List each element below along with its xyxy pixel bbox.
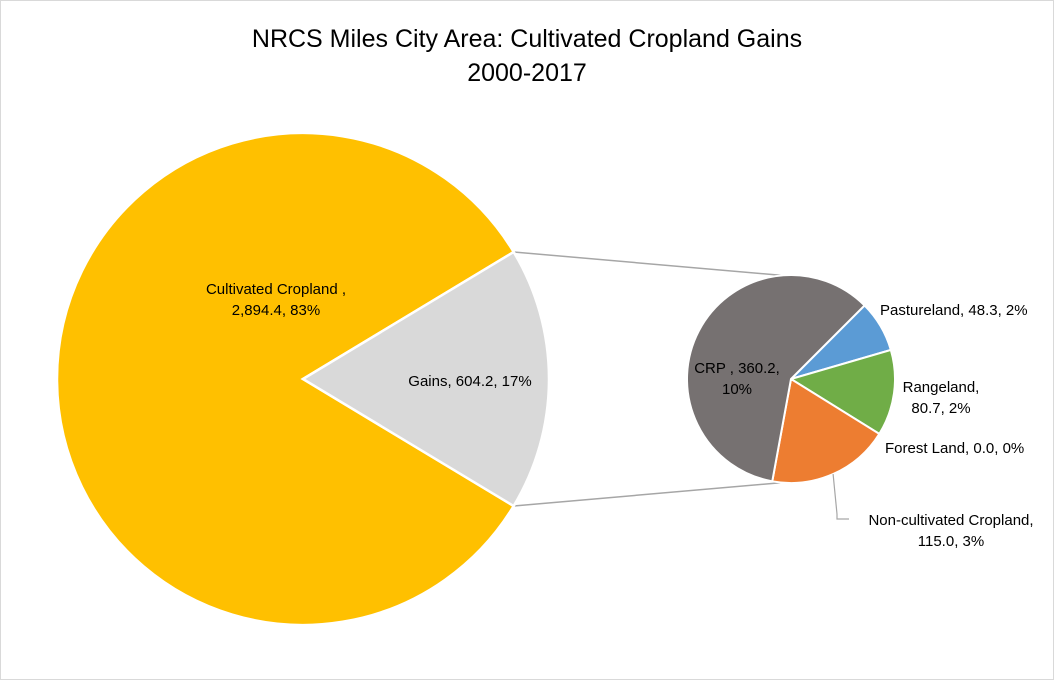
data-label-rangeland: Rangeland, 80.7, 2% xyxy=(903,379,980,417)
data-labels: Cultivated Cropland , 2,894.4, 83% Gains, … xyxy=(206,281,1034,550)
data-label-non-cultivated-cropland: Non-cultivated Cropland, 115.0, 3% xyxy=(868,512,1033,550)
data-label-line: 80.7, 2% xyxy=(911,400,970,417)
primary-pie xyxy=(55,131,551,627)
chart-title-line-1: NRCS Miles City Area: Cultivated Croplan… xyxy=(252,25,802,53)
leader-lines xyxy=(832,474,849,520)
data-label-line: Cultivated Cropland , xyxy=(206,281,346,298)
data-label-line: 10% xyxy=(722,381,752,398)
leader-line-non-cultivated-cropland xyxy=(832,474,849,520)
pie-connector-lines xyxy=(513,251,783,507)
connector-line-top xyxy=(513,251,783,277)
data-label-line: Rangeland, xyxy=(903,379,980,396)
chart-title-line-2: 2000-2017 xyxy=(467,59,587,87)
pie-slice-gains xyxy=(300,250,551,508)
data-label-cultivated-cropland: Cultivated Cropland , 2,894.4, 83% xyxy=(206,281,346,319)
pie-slice-rangeland xyxy=(788,348,896,436)
data-label-line: 2,894.4, 83% xyxy=(232,302,320,319)
data-label-gains: Gains, 604.2, 17% xyxy=(408,373,531,390)
pie-slice-cultivated-cropland xyxy=(55,131,516,627)
data-label-line: Forest Land, 0.0, 0% xyxy=(885,440,1024,457)
data-label-line: Non-cultivated Cropland, xyxy=(868,512,1033,529)
data-label-line: CRP , 360.2, xyxy=(694,360,780,377)
chart-title: NRCS Miles City Area: Cultivated Croplan… xyxy=(252,25,802,87)
data-label-pastureland: Pastureland, 48.3, 2% xyxy=(880,302,1028,319)
pie-slice-non-cultivated-cropland xyxy=(771,377,881,484)
data-label-line: Gains, 604.2, 17% xyxy=(408,373,531,390)
data-label-line: 115.0, 3% xyxy=(918,533,984,550)
secondary-pie xyxy=(686,274,896,484)
connector-line-bottom xyxy=(513,481,783,507)
data-label-crp: CRP , 360.2, 10% xyxy=(694,360,780,398)
data-label-forest-land: Forest Land, 0.0, 0% xyxy=(885,440,1024,457)
data-label-line: Pastureland, 48.3, 2% xyxy=(880,302,1028,319)
pie-slice-crp xyxy=(686,274,866,483)
